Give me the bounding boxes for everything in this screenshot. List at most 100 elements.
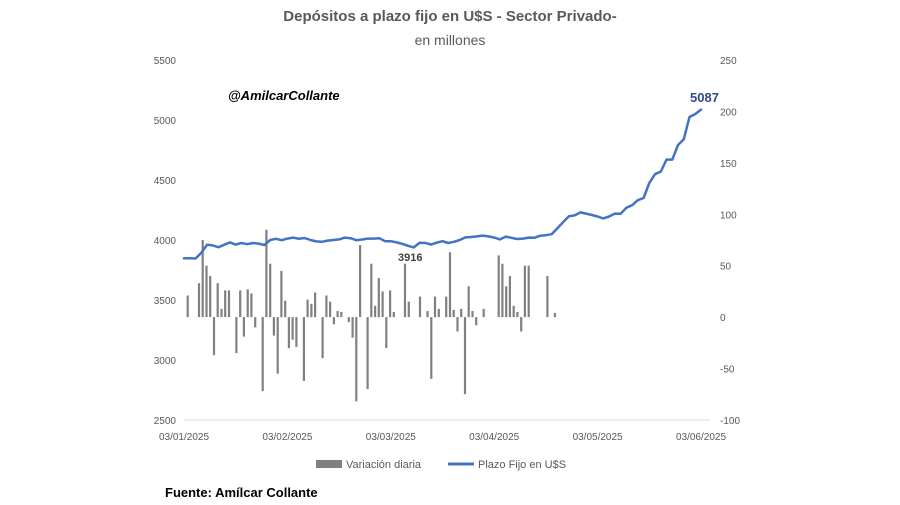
variacion-bar: [276, 317, 279, 374]
variacion-bar: [186, 295, 189, 318]
y-right-tick-label: 200: [720, 107, 737, 118]
variacion-bar: [246, 289, 249, 318]
variacion-bar: [302, 317, 305, 381]
y-left-tick-label: 3500: [154, 296, 177, 307]
variacion-bar: [250, 293, 253, 318]
plazo-fijo-line: [182, 108, 703, 260]
variacion-bar: [505, 286, 508, 318]
variacion-bar: [209, 276, 212, 318]
x-tick-label: 03/06/2025: [676, 432, 726, 443]
variacion-bar: [280, 270, 283, 318]
legend-line-label: Plazo Fijo en U$S: [478, 459, 566, 471]
variacion-bar: [389, 290, 392, 318]
source-note: Fuente: Amílcar Collante: [165, 485, 318, 500]
variacion-bar: [520, 317, 523, 332]
variacion-bar: [463, 317, 467, 395]
variacion-bar: [497, 255, 500, 318]
y-left-tick-label: 3000: [154, 356, 177, 367]
variacion-bar: [291, 317, 294, 340]
variacion-bar: [370, 263, 373, 318]
variacion-bar: [205, 265, 208, 318]
variacion-bar: [329, 301, 332, 318]
variacion-bar: [508, 276, 511, 318]
y-right-axis: -100 -50 0 50 100 150 200 250: [720, 56, 740, 427]
variacion-bar: [366, 317, 369, 390]
variacion-bar: [355, 317, 358, 402]
variacion-bar: [212, 317, 216, 356]
variacion-bar: [437, 308, 440, 318]
variacion-bar: [220, 308, 223, 318]
y-right-tick-label: 250: [720, 56, 737, 67]
variacion-bar: [197, 283, 201, 318]
y-right-tick-label: -50: [720, 365, 735, 376]
x-tick-label: 03/02/2025: [262, 432, 312, 443]
variacion-bar: [242, 317, 245, 337]
watermark: @AmilcarCollante: [228, 88, 340, 103]
variacion-bar: [227, 290, 231, 318]
variacion-bar: [546, 276, 549, 318]
end-value-label: 5087: [690, 90, 719, 105]
y-left-tick-label: 4500: [154, 176, 177, 187]
variacion-bar: [287, 317, 290, 348]
variacion-bar: [351, 317, 354, 338]
variacion-bar: [261, 317, 264, 392]
variacion-bar: [306, 299, 309, 318]
y-right-tick-label: -100: [720, 416, 740, 427]
variacion-bar: [269, 263, 272, 318]
y-left-axis: 2500 3000 3500 4000 4500 5000 5500: [154, 56, 177, 427]
variacion-bar: [527, 265, 530, 318]
variacion-bar: [272, 317, 275, 336]
variacion-bar: [235, 317, 238, 354]
variacion-bar: [456, 317, 459, 332]
variacion-bar: [314, 292, 317, 318]
y-left-tick-label: 2500: [154, 416, 177, 427]
y-left-tick-label: 5000: [154, 116, 177, 127]
variacion-bar: [239, 290, 242, 318]
variacion-bar: [295, 317, 298, 347]
variacion-bar: [467, 286, 470, 318]
variacion-bar: [224, 290, 227, 318]
variacion-bar: [553, 313, 556, 318]
variacion-bar: [325, 295, 328, 318]
variacion-bar: [385, 317, 388, 348]
variacion-bar: [426, 311, 429, 318]
legend: Variación diaria Plazo Fijo en U$S: [316, 459, 566, 471]
chart-subtitle: en millones: [414, 32, 486, 48]
x-tick-label: 03/05/2025: [573, 432, 623, 443]
variacion-bar: [254, 317, 257, 328]
variacion-bar: [340, 312, 343, 318]
y-right-tick-label: 50: [720, 262, 732, 273]
variacion-bar: [516, 312, 519, 318]
variacion-bar: [392, 312, 395, 318]
y-right-tick-label: 150: [720, 159, 737, 170]
variacion-bar: [216, 283, 219, 318]
variacion-bar: [482, 308, 485, 318]
variacion-bar: [523, 265, 526, 318]
variacion-bar: [310, 303, 313, 318]
variacion-bar: [475, 317, 478, 326]
x-axis: 03/01/2025 03/02/2025 03/03/2025 03/04/2025…: [159, 432, 726, 443]
x-tick-label: 03/03/2025: [366, 432, 416, 443]
variacion-bar: [381, 291, 384, 318]
legend-bar-label: Variación diaria: [346, 459, 422, 471]
variacion-bar: [512, 305, 515, 318]
variacion-bar: [452, 309, 455, 318]
variacion-bar: [471, 311, 474, 318]
variacion-bar: [403, 263, 407, 318]
y-right-tick-label: 0: [720, 313, 726, 324]
variacion-bar: [201, 240, 204, 318]
variacion-bar: [321, 317, 324, 359]
y-left-tick-label: 5500: [154, 56, 177, 67]
variacion-bar: [377, 278, 380, 318]
variacion-bar: [347, 317, 350, 323]
x-tick-label: 03/04/2025: [469, 432, 519, 443]
legend-bar-swatch: [316, 460, 342, 468]
variacion-bar: [359, 245, 362, 318]
variacion-bar: [501, 263, 504, 318]
variacion-bar: [332, 317, 335, 325]
variacion-bar: [430, 317, 433, 379]
min-value-label: 3916: [398, 252, 422, 264]
variacion-bar: [374, 305, 377, 318]
variacion-bar: [460, 308, 463, 318]
